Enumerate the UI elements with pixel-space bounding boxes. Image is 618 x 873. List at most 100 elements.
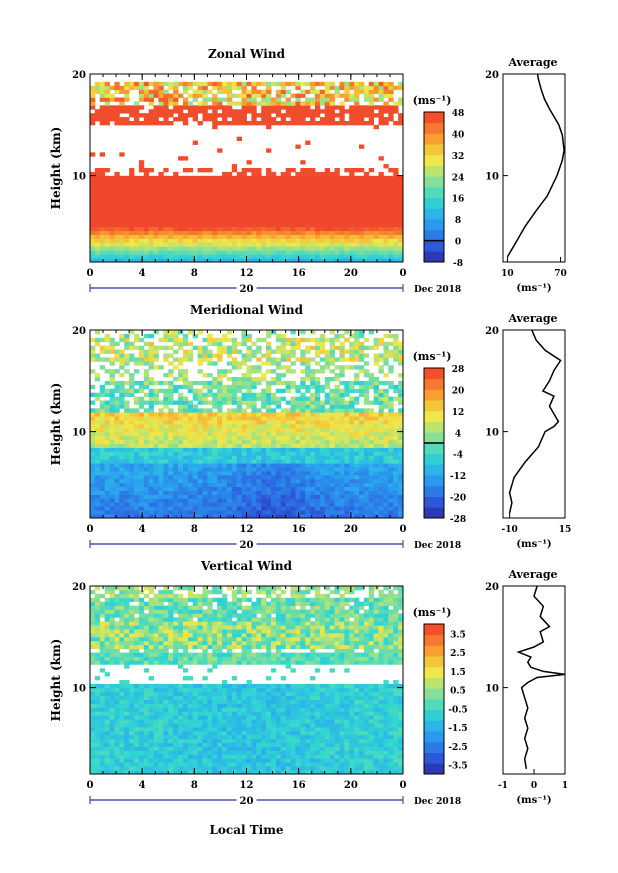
heatmap-cell [104,754,110,759]
heatmap-cell [202,89,208,94]
heatmap-cell [90,502,96,507]
heatmap-cell [178,420,184,425]
heatmap-cell [202,514,208,519]
heatmap-cell [275,226,282,232]
heatmap-cell [148,121,154,126]
heatmap-cell [354,388,360,394]
heatmap-cell [231,113,238,118]
heatmap-cell [344,420,350,425]
heatmap-cell [236,183,243,188]
heatmap-cell [197,168,203,173]
heatmap-cell [378,156,384,161]
heatmap-cell [295,357,301,362]
heatmap-cell [349,451,355,456]
heatmap-cell [119,211,125,216]
heatmap-cell [94,754,101,759]
heatmap-cell [261,117,267,122]
heatmap-cell [212,211,218,216]
heatmap-cell [358,447,365,452]
heatmap-cell [222,514,228,519]
heatmap-cell [373,384,379,390]
heatmap-cell [368,121,375,126]
heatmap-cell [143,482,150,488]
heatmap-cell [251,168,257,173]
heatmap-cell [300,171,306,177]
heatmap-cell [226,502,233,507]
heatmap-cell [178,463,184,468]
heatmap-cell [94,341,101,347]
heatmap-cell [266,498,272,503]
heatmap-cell [398,478,404,484]
heatmap-cell [143,463,150,468]
heatmap-cell [310,246,316,251]
heatmap-cell [349,474,355,480]
heatmap-cell [202,510,208,515]
heatmap-cell [393,490,399,495]
heatmap-cell [168,482,174,488]
heatmap-cell [124,191,130,196]
heatmap-cell [310,101,316,106]
heatmap-cell [349,246,355,251]
heatmap-cell [383,443,389,448]
heatmap-cell [290,486,296,491]
heatmap-cell [275,467,282,472]
heatmap-cell [319,451,326,456]
heatmap-cell [148,455,154,460]
heatmap-cell [124,81,130,87]
x-tick-label: 0 [87,268,94,279]
heatmap-cell [349,447,355,452]
heatmap-cell [324,420,331,425]
heatmap-cell [202,455,208,460]
heatmap-cell [222,439,228,444]
heatmap-cell [163,258,169,263]
heatmap-cell [217,179,223,185]
heatmap-cell [363,514,370,519]
heatmap-cell [236,218,243,224]
heatmap-cell [104,435,110,441]
heatmap-cell [285,218,291,224]
heatmap-cell [280,242,287,247]
heatmap-cell [124,117,130,122]
heatmap-cell [109,447,115,452]
colorbar-segment [424,485,444,497]
heatmap-cell [368,97,375,102]
heatmap-cell [153,482,159,488]
heatmap-cell [138,113,145,118]
heatmap-cell [90,337,96,343]
heatmap-cell [222,199,228,204]
heatmap-cell [236,380,243,386]
heatmap-cell [349,175,355,181]
heatmap-cell [334,404,340,409]
heatmap-cell [129,250,135,255]
heatmap-cell [290,109,296,114]
heatmap-cell [109,226,115,232]
heatmap-cell [388,207,394,212]
heatmap-cell [319,203,326,208]
heatmap-cell [266,211,272,216]
heatmap-cell [158,97,164,102]
heatmap-cell [207,467,213,472]
heatmap-cell [270,369,277,374]
heatmap-cell [275,427,282,433]
heatmap-cell [153,427,159,433]
heatmap-cell [104,258,110,263]
heatmap-cell [266,254,272,259]
heatmap-cell [217,349,223,354]
heatmap-cell [251,431,257,437]
heatmap-cell [134,175,140,181]
heatmap-cell [104,93,110,98]
heatmap-cell [143,117,150,122]
heatmap-cell [99,443,106,448]
heatmap-cell [319,486,326,491]
heatmap-cell [153,388,159,394]
heatmap-cell [334,494,340,499]
heatmap-cell [99,349,106,354]
heatmap-cell [305,101,311,106]
heatmap-cell [314,396,321,401]
heatmap-cell [310,435,316,441]
heatmap-cell [202,451,208,456]
heatmap-cell [314,246,321,251]
heatmap-cell [197,467,203,472]
heatmap-cell [138,471,145,476]
heatmap-cell [124,246,130,251]
